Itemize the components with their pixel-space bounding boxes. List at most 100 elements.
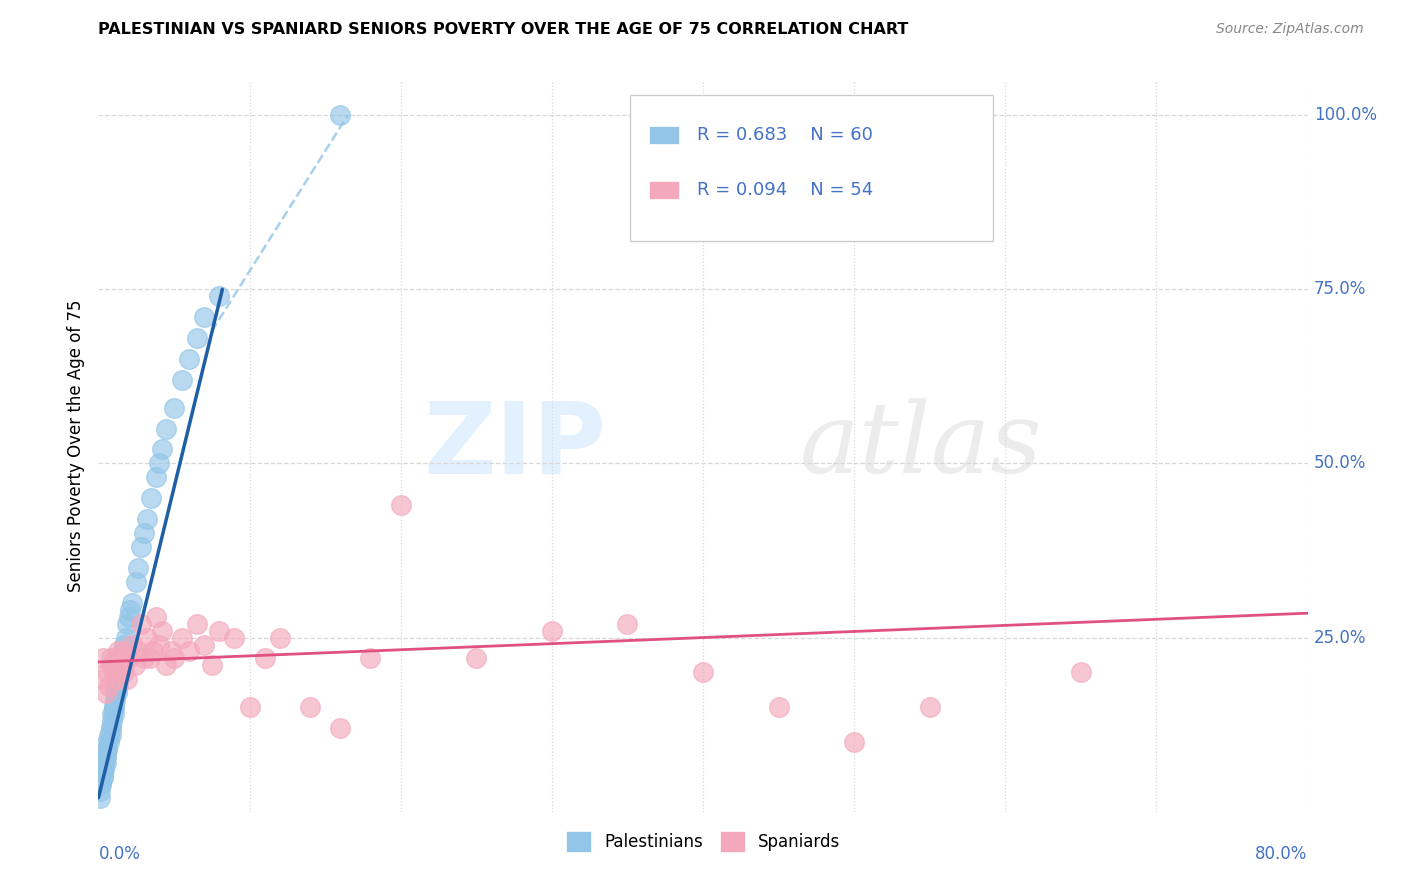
Point: [142, 644, 165, 658]
Point: [132, 526, 155, 541]
Point: [135, 512, 157, 526]
Point: [105, 673, 128, 687]
Point: [120, 603, 142, 617]
Point: [163, 651, 186, 665]
Point: [208, 624, 231, 638]
Text: 50.0%: 50.0%: [1313, 454, 1367, 473]
Point: [299, 700, 322, 714]
Point: [110, 651, 132, 665]
Point: [108, 665, 131, 680]
Point: [540, 624, 562, 638]
Point: [91, 770, 114, 784]
Point: [389, 498, 412, 512]
Point: [96, 742, 118, 756]
Point: [110, 658, 132, 673]
Y-axis label: Seniors Poverty Over the Age of 75: Seniors Poverty Over the Age of 75: [66, 300, 84, 592]
Point: [104, 693, 127, 707]
Point: [118, 609, 141, 624]
Point: [465, 651, 488, 665]
Point: [148, 457, 170, 471]
Text: 80.0%: 80.0%: [1256, 845, 1308, 863]
Point: [150, 442, 173, 457]
Text: ZIP: ZIP: [423, 398, 606, 494]
Point: [1070, 665, 1092, 680]
Point: [103, 707, 125, 722]
Point: [224, 631, 246, 645]
Text: 75.0%: 75.0%: [1313, 280, 1367, 298]
Point: [104, 651, 127, 665]
Text: PALESTINIAN VS SPANIARD SENIORS POVERTY OVER THE AGE OF 75 CORRELATION CHART: PALESTINIAN VS SPANIARD SENIORS POVERTY …: [98, 22, 908, 37]
Point: [170, 373, 193, 387]
Legend: Palestinians, Spaniards: Palestinians, Spaniards: [560, 824, 846, 858]
Point: [114, 631, 136, 645]
Point: [89, 790, 111, 805]
Point: [125, 574, 148, 589]
Point: [103, 700, 125, 714]
Point: [94, 749, 117, 764]
Point: [108, 658, 131, 673]
Point: [101, 714, 124, 728]
Point: [135, 631, 157, 645]
Point: [177, 351, 201, 366]
Point: [100, 651, 122, 665]
Point: [98, 728, 121, 742]
Text: 100.0%: 100.0%: [1313, 106, 1376, 124]
Text: Source: ZipAtlas.com: Source: ZipAtlas.com: [1216, 22, 1364, 37]
Point: [201, 658, 224, 673]
Point: [360, 651, 382, 665]
Point: [112, 665, 135, 680]
Point: [145, 470, 167, 484]
Text: atlas: atlas: [800, 399, 1042, 493]
Point: [91, 651, 114, 665]
Point: [150, 624, 173, 638]
Point: [145, 609, 167, 624]
Point: [105, 679, 128, 693]
Point: [90, 777, 112, 791]
Point: [93, 763, 115, 777]
Point: [115, 616, 138, 631]
Point: [115, 673, 138, 687]
Point: [104, 686, 127, 700]
Point: [121, 638, 143, 652]
Point: [114, 651, 136, 665]
Point: [91, 763, 114, 777]
Point: [93, 756, 115, 770]
Text: R = 0.094    N = 54: R = 0.094 N = 54: [697, 181, 873, 199]
Point: [139, 651, 162, 665]
Point: [96, 665, 118, 680]
Text: 0.0%: 0.0%: [98, 845, 141, 863]
Point: [155, 421, 177, 435]
Point: [94, 749, 117, 764]
Bar: [630, 95, 993, 241]
Point: [91, 770, 114, 784]
Point: [141, 491, 163, 506]
Text: 25.0%: 25.0%: [1313, 629, 1367, 647]
Point: [132, 651, 155, 665]
Point: [101, 707, 124, 722]
Point: [616, 616, 638, 631]
Point: [127, 561, 149, 575]
Point: [844, 735, 866, 749]
Point: [100, 721, 122, 735]
Point: [329, 721, 352, 735]
Point: [107, 679, 129, 693]
Point: [692, 665, 714, 680]
Point: [329, 108, 352, 122]
Point: [103, 700, 125, 714]
Point: [239, 700, 262, 714]
Point: [186, 331, 208, 345]
Point: [111, 644, 134, 658]
Point: [129, 540, 152, 554]
Point: [118, 651, 141, 665]
Point: [98, 679, 121, 693]
Point: [170, 631, 193, 645]
Point: [108, 665, 131, 680]
Point: [107, 673, 129, 687]
Point: [93, 673, 115, 687]
Point: [253, 651, 276, 665]
Point: [193, 638, 215, 652]
Point: [208, 289, 231, 303]
Point: [768, 700, 790, 714]
Point: [111, 644, 134, 658]
Point: [918, 700, 941, 714]
